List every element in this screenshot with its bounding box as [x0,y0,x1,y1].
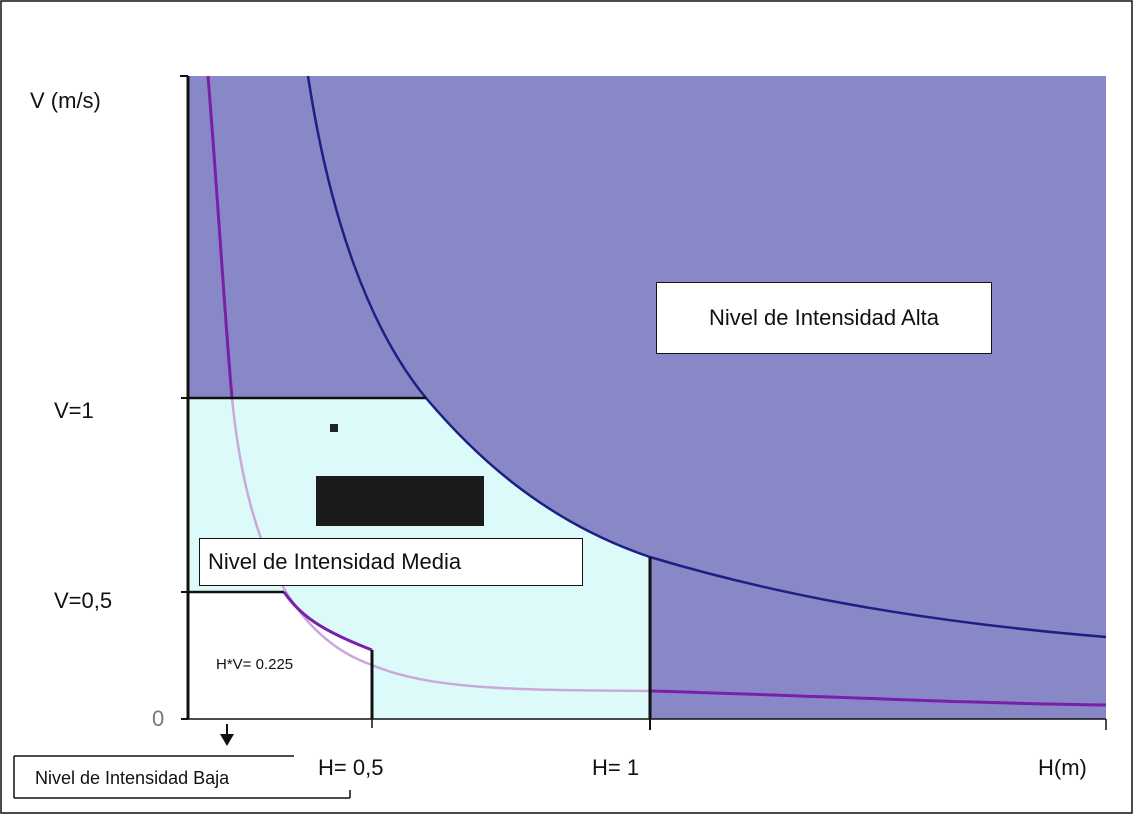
purple-curve-upper [206,75,234,399]
purple-curve-tail [649,689,1107,707]
annotation-product-threshold: H*V= 0.225 [216,656,294,673]
purple-curve-low-boundary [282,591,373,652]
x-tick-label-h05: H= 0,5 [318,755,384,780]
low-label-arrow-head [220,734,234,746]
x-tick-label-h1: H= 1 [592,755,640,780]
y-axis-label: V (m/s) [30,88,101,113]
y-tick-label-v05: V=0,5 [54,588,113,613]
artifact-small-square [330,424,338,432]
y-tick-label-zero: 0 [152,706,165,731]
label-high-intensity-text: Nivel de Intensidad Alta [709,305,939,330]
low-label-bracket [13,755,351,799]
y-tick-label-v1: V=1 [54,398,94,423]
blue-curve [306,75,1107,639]
region-low-intensity [188,592,372,719]
label-high-intensity: Nivel de Intensidad Alta [656,282,992,354]
label-medium-intensity: Nivel de Intensidad Media [199,538,583,586]
label-low-intensity: Nivel de Intensidad Baja [35,768,230,788]
label-medium-intensity-text: Nivel de Intensidad Media [208,549,462,574]
artifact-dark-block [316,476,484,526]
x-axis-label: H(m) [1038,755,1087,780]
